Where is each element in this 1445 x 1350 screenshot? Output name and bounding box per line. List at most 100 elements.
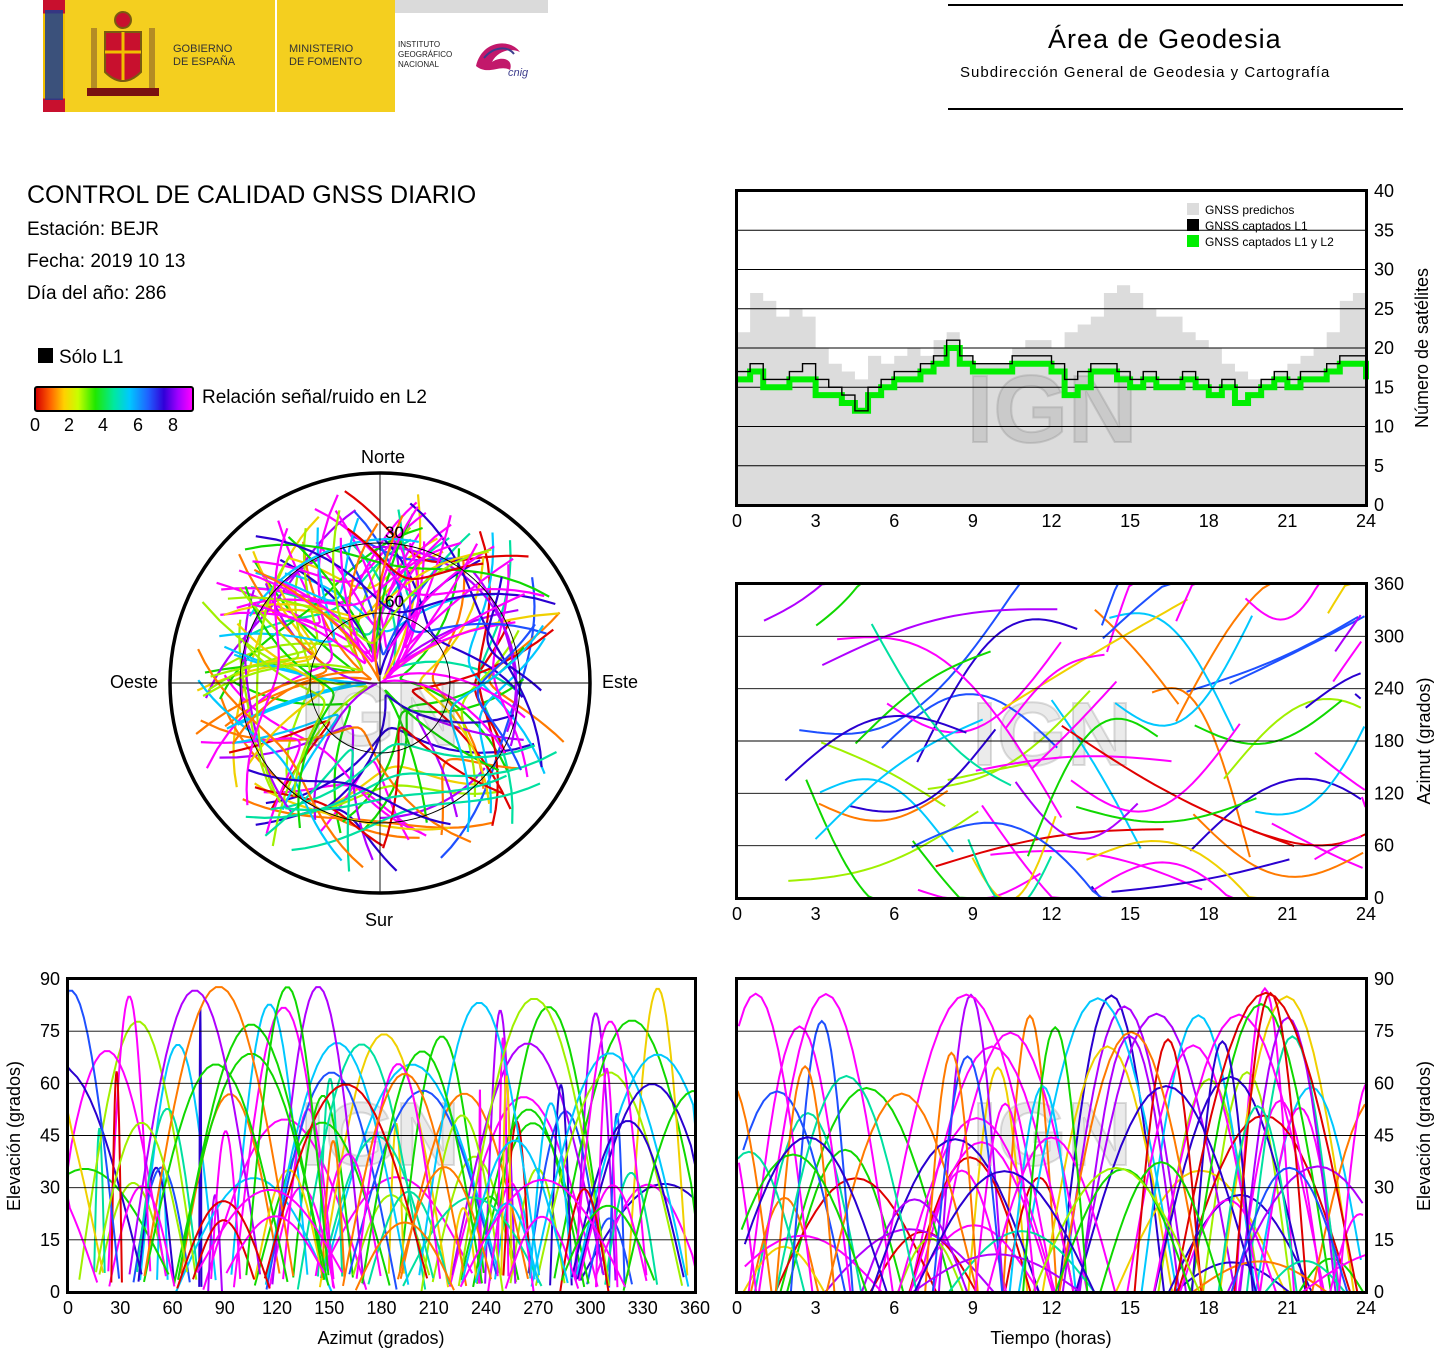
header-logos: GOBIERNO DE ESPAÑA MINISTERIO DE FOMENTO… [43, 0, 548, 112]
azimuth-track [1360, 796, 1367, 808]
legend-snr-bar [34, 386, 194, 412]
elevation-track [110, 1071, 123, 1283]
sky-ring-60-label: 60 [385, 592, 404, 611]
sky-label-east: Este [602, 672, 638, 692]
sky-track [251, 537, 367, 665]
azimuth-track [1354, 693, 1362, 700]
azimuth-track [1094, 608, 1180, 705]
azimuth-track [1194, 699, 1343, 746]
x-tick-label: 9 [968, 1298, 978, 1318]
elevation-track [361, 1050, 483, 1284]
sky-track [197, 648, 364, 869]
sats-legend: GNSS predichos GNSS captados L1 GNSS capta… [1187, 203, 1334, 249]
report-date: Fecha: 2019 10 13 [27, 251, 186, 272]
elevation-track [509, 1167, 566, 1284]
elevation-time-track [1233, 991, 1308, 1293]
x-tick-label: 15 [1120, 1298, 1140, 1318]
y-tick-label: 90 [40, 969, 60, 989]
sky-track [202, 510, 364, 697]
x-tick-label: 300 [575, 1298, 605, 1318]
azimuth-track [763, 583, 861, 622]
sky-label-south: Sur [365, 910, 393, 930]
azimuth-track [1192, 813, 1364, 878]
elevation-track [282, 1108, 335, 1280]
elevation-time-track [986, 1136, 1117, 1293]
sky-track [223, 550, 489, 618]
elevation-time-track [1217, 1105, 1298, 1293]
x-tick-label: 18 [1199, 904, 1219, 924]
sky-track [238, 538, 412, 642]
y-tick-label: 15 [1374, 377, 1394, 397]
azimuth-track [1004, 653, 1105, 730]
azimuth-track [911, 821, 1139, 899]
azimuth-track [1030, 680, 1118, 770]
legend-label: GNSS captados L1 [1205, 219, 1308, 233]
x-tick-label: 21 [1277, 511, 1297, 531]
elevation-track [175, 1177, 333, 1293]
x-tick-label: 12 [1041, 511, 1061, 531]
x-tick-label: 12 [1041, 904, 1061, 924]
y-tick-label: 240 [1374, 679, 1404, 699]
x-tick-label: 15 [1120, 904, 1140, 924]
sky-track [492, 564, 529, 778]
ministry-text: MINISTERIO DE FOMENTO [289, 43, 362, 69]
sky-plot-chart: IGN Norte Sur Oeste Este 30 60 [110, 447, 638, 930]
elevation-track [354, 1221, 455, 1291]
azimuth-track [1086, 839, 1290, 899]
x-tick-label: 24 [1356, 1298, 1376, 1318]
legend-tick: 2 [64, 415, 75, 435]
elevation-track [143, 986, 295, 1277]
sky-track [323, 693, 515, 810]
elevation-time-track [758, 992, 894, 1293]
elevation-time-track [1058, 1030, 1204, 1293]
x-tick-label: 150 [314, 1298, 344, 1318]
elevation-time-track [737, 992, 814, 1293]
elevation-time-track [1239, 1016, 1337, 1293]
elevation-time-track [1301, 1254, 1366, 1293]
y-tick-label: 0 [1374, 1282, 1384, 1302]
grey-band [395, 0, 548, 13]
azimuth-track [1026, 717, 1159, 857]
institute-line-3: NACIONAL [398, 60, 439, 69]
sky-track [291, 782, 541, 852]
elevation-track [78, 1020, 198, 1280]
sky-track [449, 624, 545, 833]
x-tick-label: 0 [732, 511, 742, 531]
sky-track [287, 784, 501, 818]
azimuth-track [815, 583, 909, 627]
elevation-time-track [1237, 1099, 1323, 1293]
sky-track [416, 713, 524, 818]
y-tick-label: 30 [40, 1178, 60, 1198]
x-tick-label: 24 [1356, 511, 1376, 531]
x-tick-label: 330 [628, 1298, 658, 1318]
sky-track [236, 541, 462, 609]
report-title: CONTROL DE CALIDAD GNSS DIARIO [27, 181, 477, 209]
elevation-track [192, 1219, 256, 1280]
azimuth-track [1070, 723, 1241, 813]
azimuth-track [881, 693, 1058, 749]
sky-track [238, 619, 274, 794]
azimuth-track [947, 762, 1029, 781]
elevation-track [459, 1179, 627, 1288]
x-tick-label: 6 [889, 511, 899, 531]
sky-track [236, 622, 325, 765]
x-tick-label: 9 [968, 511, 978, 531]
azimuth-track [1001, 598, 1188, 710]
elevation-time-track [747, 1025, 852, 1293]
series-predicted-area [737, 285, 1366, 505]
elt-ylabel: Elevación (grados) [1414, 1061, 1434, 1211]
elevation-time-track [913, 1170, 1096, 1293]
y-tick-label: 45 [40, 1126, 60, 1146]
y-tick-label: 15 [1374, 1230, 1394, 1250]
y-tick-label: 60 [1374, 1073, 1394, 1093]
elevation-time-track [1041, 1045, 1174, 1293]
elevation-track [177, 1023, 326, 1280]
elevation-track [461, 1139, 569, 1284]
elevation-track [595, 1067, 619, 1288]
y-tick-label: 45 [1374, 1126, 1394, 1146]
x-tick-label: 15 [1120, 511, 1140, 531]
elevation-time-track [967, 1066, 1029, 1293]
